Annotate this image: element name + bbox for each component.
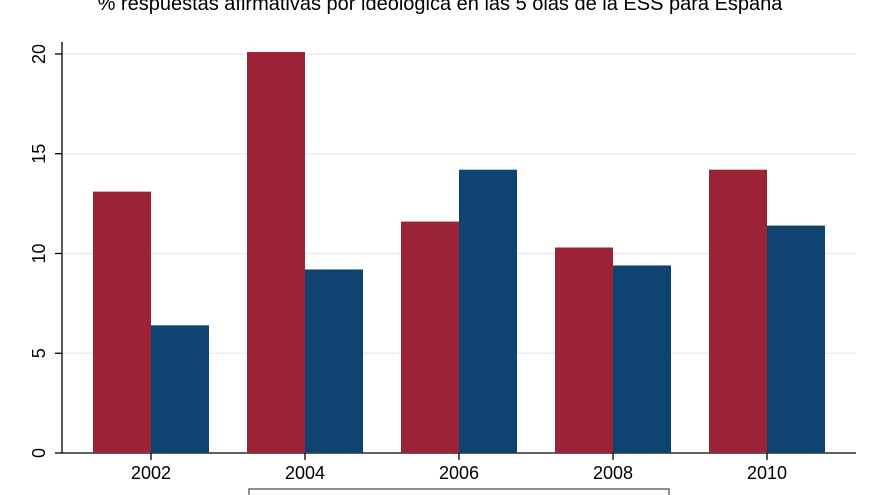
y-tick-label: 20 <box>29 44 49 64</box>
chart-title: % respuestas afirmativas por ideológica … <box>97 0 783 15</box>
y-tick-label: 5 <box>29 348 49 358</box>
x-tick-label: 2002 <box>131 463 171 483</box>
bar-series-1-2006 <box>401 221 459 453</box>
x-tick-label: 2004 <box>285 463 325 483</box>
x-tick-label: 2008 <box>593 463 633 483</box>
legend-box <box>248 488 670 495</box>
bar-series-2-2002 <box>151 325 209 453</box>
bar-series-2-2008 <box>613 265 671 453</box>
y-tick-label: 15 <box>29 144 49 164</box>
bar-series-1-2002 <box>93 191 151 453</box>
y-tick-label: 10 <box>29 243 49 263</box>
y-tick-label: 0 <box>29 448 49 458</box>
bar-series-1-2010 <box>709 169 767 453</box>
bar-series-2-2010 <box>767 225 825 453</box>
x-tick-label: 2010 <box>747 463 787 483</box>
bar-series-2-2004 <box>305 269 363 453</box>
bar-series-2-2006 <box>459 169 517 453</box>
legend-layer <box>248 488 670 495</box>
bar-series-1-2004 <box>247 51 305 453</box>
bars-layer <box>93 51 825 453</box>
x-tick-label: 2006 <box>439 463 479 483</box>
labels-layer: 0 5 10 15 20 2002 2004 2006 2008 2010 <box>29 44 787 483</box>
bar-series-1-2008 <box>555 247 613 453</box>
